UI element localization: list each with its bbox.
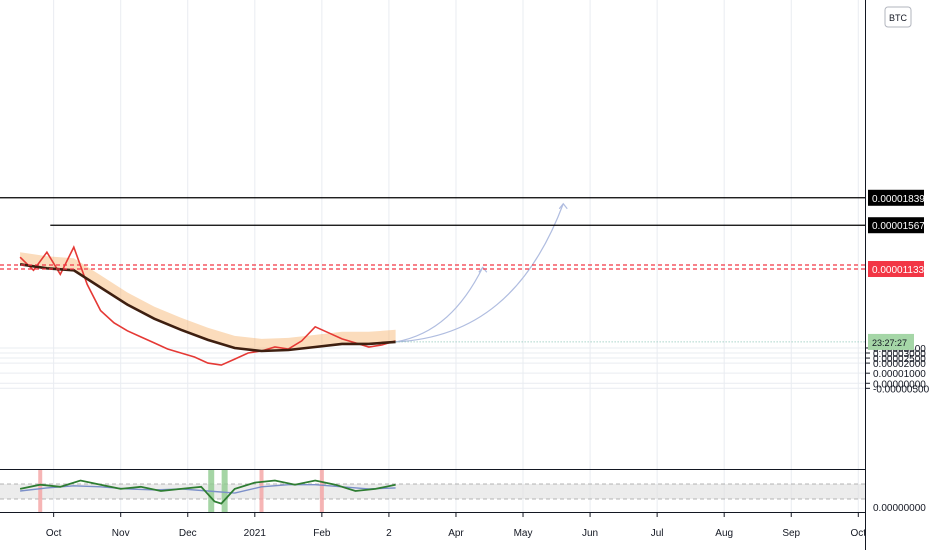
time-axis[interactable]: Oct Nov Dec 2021 Feb 2 Apr May Jun Jul Aug Sep Oct — [46, 512, 866, 539]
moving-average-line — [19, 263, 396, 353]
time-tick-label-9: Jul — [651, 528, 664, 539]
time-tick-label-3: 2021 — [244, 528, 267, 539]
time-tick-label-7: May — [514, 528, 533, 539]
price-tick-label-5: 0.00000000 — [873, 379, 926, 390]
osc-red-marker-1 — [259, 470, 264, 512]
oscillator-pane — [0, 470, 865, 512]
projection-arrowhead-0 — [478, 266, 488, 273]
level-tag-label-0: 0.00001839 — [872, 194, 925, 205]
osc-green-marker-1 — [221, 470, 228, 512]
time-tick-label-4: Feb — [313, 528, 331, 539]
time-tick-label-8: Jun — [582, 528, 598, 539]
time-tick-label-11: Sep — [782, 528, 800, 539]
price-tick-label-3: 0.00002000 — [873, 359, 926, 370]
level-tag-box-0 — [868, 189, 924, 206]
currency-badge[interactable]: BTC — [884, 6, 912, 28]
level-tag-box-2 — [868, 260, 924, 277]
time-tick-label-12: Oct — [851, 528, 867, 539]
osc-red-marker-2 — [319, 470, 324, 512]
level-tag-label-1: 0.00001567 — [872, 221, 925, 232]
ma-band-area — [20, 252, 396, 351]
oscillator-range-band — [0, 484, 865, 499]
osc-red-marker-0 — [38, 470, 43, 512]
price-tick-label-2: 0.00002500 — [873, 354, 926, 365]
projection-arrowhead-1 — [558, 202, 568, 210]
time-tick-label-6: Apr — [448, 528, 464, 539]
price-axis[interactable]: 0.000035000.000030000.000025000.00002000… — [865, 344, 930, 395]
time-tick-label-2: Dec — [179, 528, 197, 539]
horizontal-levels — [0, 197, 865, 270]
currency-badge-label: BTC — [889, 13, 908, 23]
oscillator-signal-line — [20, 484, 396, 494]
main-plot-area — [0, 197, 865, 366]
oscillator-main-line — [19, 479, 396, 505]
price-axis-tags: 0.00001839 0.00001567 0.00001133 23:27:27 — [868, 189, 925, 350]
projection-curve-0 — [395, 267, 484, 343]
time-tick-label-5: 2 — [386, 528, 392, 539]
time-tick-label-0: Oct — [46, 528, 62, 539]
price-tick-label-1: 0.00003000 — [873, 349, 926, 360]
current-price-badge-box — [868, 333, 914, 350]
projection-curve-1 — [395, 203, 564, 343]
currency-badge-box — [884, 6, 912, 28]
current-price-badge-label: 23:27:27 — [872, 338, 907, 348]
level-tag-label-2: 0.00001133 — [872, 265, 925, 276]
oscillator-axis-label: 0.00000000 — [873, 503, 926, 514]
price-tick-label-6: -0.00000500 — [873, 384, 930, 395]
time-tick-label-10: Aug — [715, 528, 733, 539]
projection-arrows — [395, 202, 865, 343]
chart-grid — [0, 0, 865, 512]
price-line — [19, 245, 396, 366]
price-tick-label-4: 0.00001000 — [873, 369, 926, 380]
time-tick-label-1: Nov — [112, 528, 130, 539]
level-tag-box-1 — [868, 217, 924, 234]
